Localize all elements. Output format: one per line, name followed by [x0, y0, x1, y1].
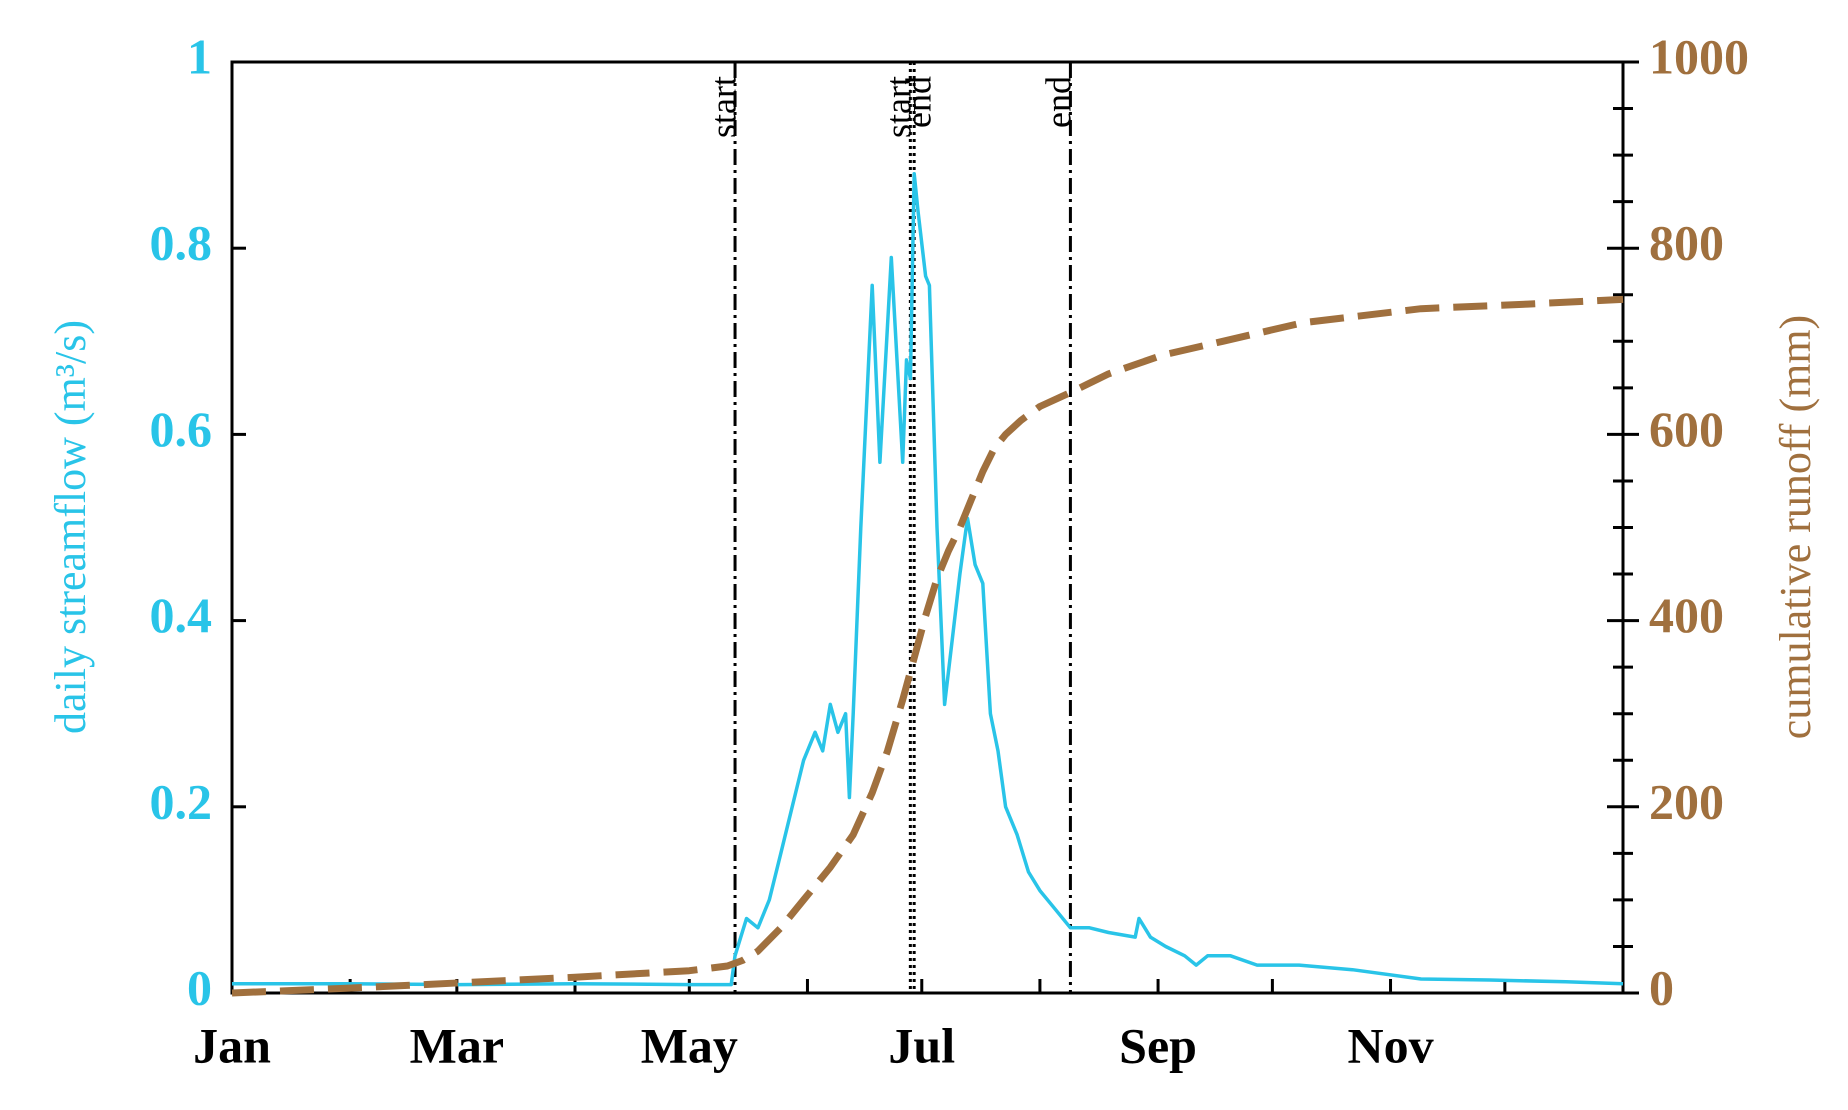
event-label: end [898, 76, 938, 128]
y-tick-label: 0.4 [150, 587, 213, 643]
y-tick-label: 0.8 [150, 215, 213, 271]
y2-tick-label: 800 [1649, 215, 1724, 271]
y2-tick-label: 400 [1649, 587, 1724, 643]
y-tick-label: 0.6 [150, 401, 213, 457]
x-tick-label: May [641, 1017, 738, 1073]
x-tick-label: Nov [1347, 1017, 1433, 1073]
y2-tick-label: 600 [1649, 401, 1724, 457]
y-tick-label: 0.2 [150, 773, 213, 829]
x-tick-label: Jul [888, 1017, 955, 1073]
x-tick-label: Sep [1119, 1017, 1197, 1073]
y-tick-label: 1 [187, 28, 212, 84]
x-tick-label: Mar [410, 1017, 504, 1073]
event-label: end [1039, 76, 1079, 128]
data-line [232, 171, 1624, 987]
plot-frame [230, 60, 1625, 995]
x-tick-label: Jan [193, 1017, 271, 1073]
y-tick-label: 0 [187, 959, 212, 1015]
y2-axis-label: cumulative runoff (mm) [1771, 315, 1820, 739]
event-label: start [879, 76, 919, 138]
y2-tick-label: 1000 [1649, 28, 1749, 84]
event-label: start [703, 76, 743, 138]
y-axis-label: daily streamflow (m³/s) [46, 320, 95, 734]
y2-tick-label: 0 [1649, 959, 1674, 1015]
y2-tick-label: 200 [1649, 773, 1724, 829]
data-line [231, 295, 1624, 997]
